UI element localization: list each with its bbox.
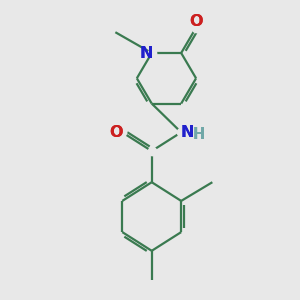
Text: N: N: [181, 125, 194, 140]
Text: N: N: [181, 125, 194, 140]
Text: O: O: [189, 14, 203, 29]
Text: N: N: [140, 46, 153, 61]
Text: O: O: [109, 125, 123, 140]
Text: O: O: [189, 14, 203, 29]
Text: N: N: [140, 46, 153, 61]
Text: H: H: [193, 127, 205, 142]
Text: O: O: [109, 125, 123, 140]
Text: H: H: [193, 127, 205, 142]
